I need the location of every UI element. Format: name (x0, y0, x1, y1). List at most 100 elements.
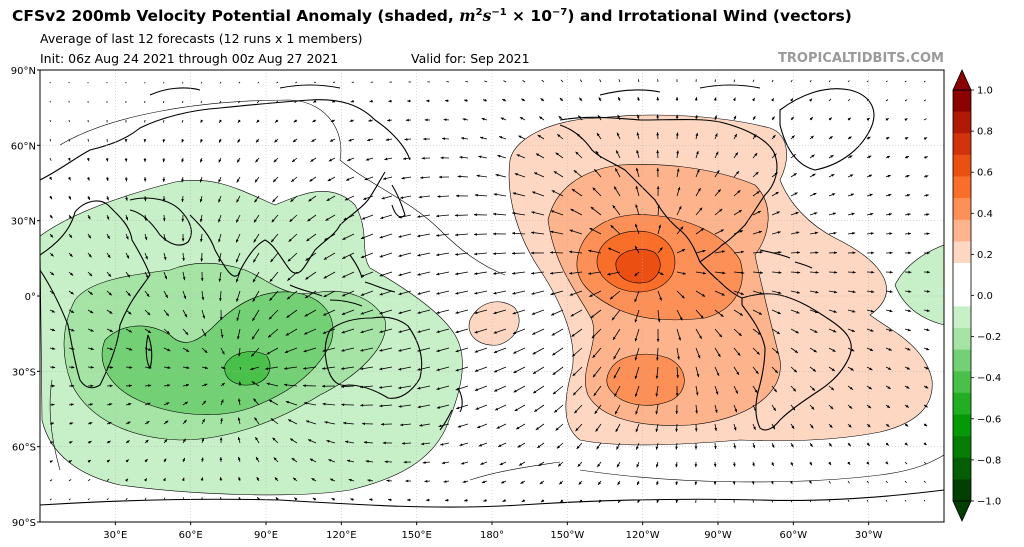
wind-vector-head (551, 190, 555, 193)
wind-vector-head (398, 292, 402, 296)
wind-vector-head (445, 498, 449, 502)
wind-vector-head (512, 271, 516, 275)
wind-vector-head (655, 428, 659, 433)
wind-vector-head (70, 272, 74, 276)
wind-vector-head (162, 218, 166, 222)
wind-vector-head (90, 365, 94, 369)
wind-vector-head (254, 219, 257, 223)
wind-vector-head (869, 348, 874, 351)
wind-vector-head (50, 234, 54, 238)
wind-vector-head (306, 420, 310, 423)
wind-vector-head (330, 478, 334, 482)
wind-vector-head (592, 354, 596, 358)
wind-vector-head (379, 367, 383, 371)
wind-vector-head (322, 367, 326, 370)
wind-vector-head (289, 218, 293, 222)
wind-vector-head (182, 457, 185, 462)
wind-vector-head (474, 232, 477, 236)
wind-vector-head (889, 232, 893, 235)
wind-vector (163, 100, 165, 104)
wind-vector-head (342, 256, 346, 259)
wind-vector-head (926, 213, 930, 216)
wind-vector-head (305, 295, 309, 299)
wind-vector-head (732, 463, 736, 467)
wind-vector-head (579, 97, 583, 101)
wind-vector-head (143, 198, 147, 202)
colorbar-segment (953, 436, 971, 459)
wind-vector-head (675, 446, 678, 450)
wind-vector-head (348, 138, 352, 142)
wind-vector-head (417, 311, 421, 314)
wind-vector-head (554, 409, 558, 413)
wind-vector-head (739, 230, 744, 233)
wind-vector-head (218, 239, 221, 243)
wind-vector-head (539, 116, 543, 120)
coast-maritime (289, 254, 396, 307)
wind-vector-head (571, 333, 575, 337)
wind-vector (904, 80, 907, 83)
wind-vector-head (576, 133, 580, 137)
wind-vector-head (69, 441, 73, 444)
wind-vector-head (533, 390, 537, 394)
wind-vector-head (309, 178, 313, 182)
wind-vector-head (474, 388, 479, 391)
wind-vector-head (659, 297, 662, 301)
lat-label: 0° (25, 292, 36, 303)
wind-vector-head (499, 462, 503, 466)
wind-vector-head (266, 351, 270, 355)
colorbar-segment (953, 219, 971, 242)
wind-vector-head (776, 211, 780, 215)
wind-vector-head (292, 139, 297, 143)
wind-vector-head (417, 272, 421, 276)
wind-vector-head (87, 177, 90, 181)
wind-vector-head (148, 384, 152, 388)
wind-vector-head (143, 139, 147, 143)
colorbar-segment (953, 154, 971, 177)
colorbar-segment (953, 198, 971, 221)
wind-vector-head (237, 159, 240, 163)
wind-vector-head (852, 270, 856, 274)
wind-vector-head (68, 460, 72, 464)
colorbar-tick-label: 1.0 (977, 86, 993, 97)
lon-label: 30°W (855, 530, 883, 541)
wind-vector-head (513, 350, 517, 354)
wind-vector-head (257, 497, 261, 501)
wind-vector (275, 100, 279, 104)
wind-vector-head (578, 481, 582, 485)
wind-vector-head (676, 375, 680, 379)
coast-eurasia-north (40, 99, 411, 181)
wind-vector-head (498, 444, 502, 447)
wind-vector-head (363, 441, 367, 444)
wind-vector-head (588, 249, 592, 253)
wind-vector-head (753, 408, 757, 412)
wind-vector-head (831, 174, 835, 177)
wind-vector-head (925, 194, 929, 197)
wind-vector-head (754, 389, 758, 393)
wind-vector-head (398, 367, 402, 371)
wind-vector-head (655, 375, 659, 379)
wind-vector-head (237, 119, 241, 123)
wind-vector-head (694, 464, 698, 468)
wind-vector-head (69, 234, 73, 238)
wind-vector-head (493, 193, 497, 196)
colorbar-tick-label: 0.4 (977, 209, 993, 220)
wind-vector-head (886, 405, 891, 408)
wind-vector (923, 461, 927, 465)
chart-title: CFSv2 200mb Velocity Potential Anomaly (… (12, 6, 852, 25)
wind-vector (87, 498, 90, 501)
wind-vector-head (398, 330, 402, 333)
wind-vector-head (346, 178, 350, 181)
wind-vector-head (866, 118, 870, 121)
wind-vector-head (407, 99, 411, 103)
wind-vector-head (271, 239, 275, 243)
wind-vector-head (634, 273, 638, 277)
wind-vector-head (513, 389, 517, 393)
wind-vector-head (734, 133, 737, 138)
wind-vector-head (105, 158, 109, 162)
wind-vector-head (809, 117, 813, 121)
wind-vector-head (531, 251, 534, 255)
wind-vector-head (285, 400, 290, 404)
wind-vector-head (184, 401, 188, 405)
wind-vector-head (474, 311, 478, 314)
wind-vector-head (575, 151, 579, 155)
